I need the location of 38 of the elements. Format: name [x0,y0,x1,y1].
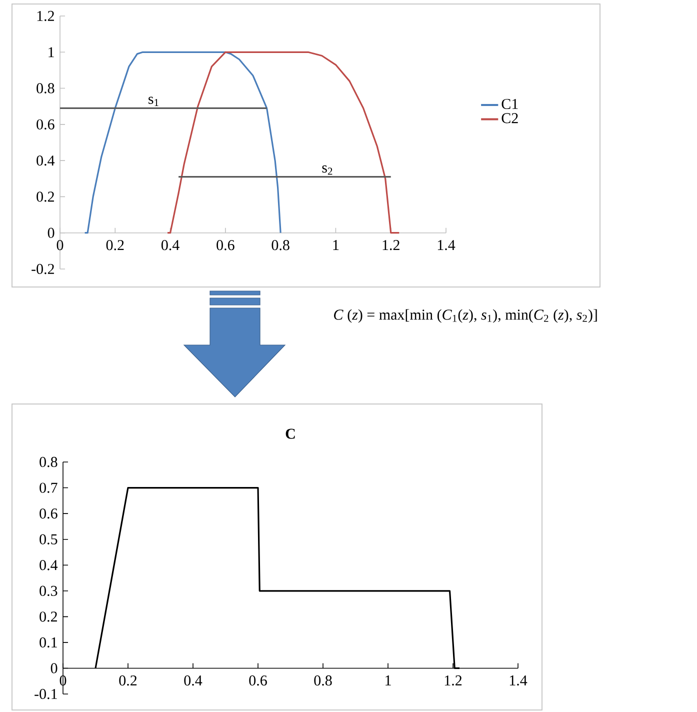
x-tick-label: 0.6 [216,240,234,250]
annotation: s$_{1}$ [148,96,158,106]
legend-label: C1 [502,98,518,110]
legend-label: C2 [502,113,518,124]
y-tick-label: 0.3 [40,586,58,596]
y-tick-label: 0 [50,663,58,674]
y-tick-label: 0.8 [36,83,54,94]
x-tick-label: 1.4 [438,240,456,250]
x-tick-label: 1.2 [382,240,400,250]
y-tick-label: 0.5 [40,534,58,544]
x-tick-label: 0.6 [249,675,267,686]
x-tick-label: 0.8 [314,675,332,686]
chart-title: C [286,428,295,439]
y-tick-label: 0.4 [36,155,55,166]
text: C (z) = max[min (C$_{1}$(z), s$_{1}$), min(C$_{2}$ (z), s$_{2}$)] [334,309,597,323]
x-tick-label: 1 [333,240,339,250]
x-tick-label: 1.4 [510,675,528,686]
x-tick-label: 1 [386,675,391,686]
x-tick-label: 0.4 [184,675,202,686]
x-tick-label: 0.2 [106,240,124,250]
y-tick-label: 0.8 [40,456,58,468]
y-tick-label: 0.2 [40,612,57,622]
y-tick-label: 0 [48,228,54,238]
y-tick-label: 0.4 [40,560,58,570]
y-tick-label: 0.1 [40,637,57,648]
x-tick-label: 0.8 [272,240,290,250]
annotation: s$_{2}$ [322,165,332,175]
y-tick-label: -0.2 [32,264,54,274]
y-tick-label: 0.6 [36,119,54,130]
y-tick-label: -0.1 [34,688,57,700]
y-tick-label: 0.6 [40,508,58,519]
x-tick-label: 0.2 [119,675,137,686]
x-tick-label: 0.4 [161,240,180,250]
y-tick-label: 0.2 [36,192,54,202]
y-tick-label: 1 [48,47,54,58]
y-tick-label: 0.7 [40,482,58,493]
y-tick-label: 1.2 [37,10,54,22]
x-tick-label: 1.2 [444,675,462,686]
